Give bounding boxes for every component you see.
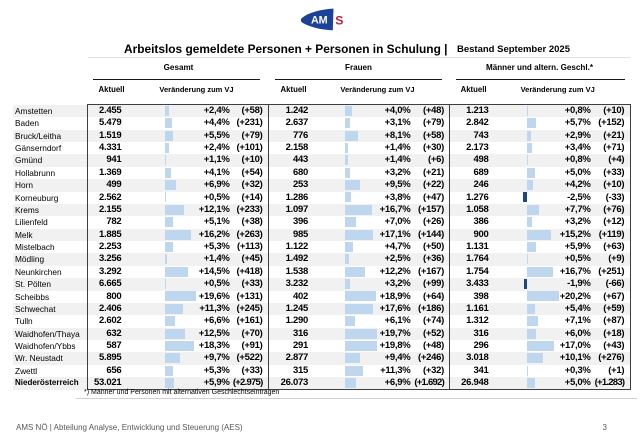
svg-text:AM: AM xyxy=(311,14,328,26)
svg-text:S: S xyxy=(335,14,343,28)
